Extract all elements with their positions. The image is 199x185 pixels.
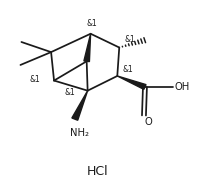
Text: &1: &1 [124,35,135,44]
Text: OH: OH [175,82,190,92]
Text: &1: &1 [30,75,41,84]
Polygon shape [84,34,91,62]
Text: &1: &1 [122,65,133,74]
Text: NH₂: NH₂ [70,128,89,138]
Text: &1: &1 [86,19,97,28]
Polygon shape [117,76,146,89]
Text: HCl: HCl [87,165,108,178]
Text: O: O [144,117,152,127]
Polygon shape [72,91,88,120]
Text: &1: &1 [64,88,75,97]
